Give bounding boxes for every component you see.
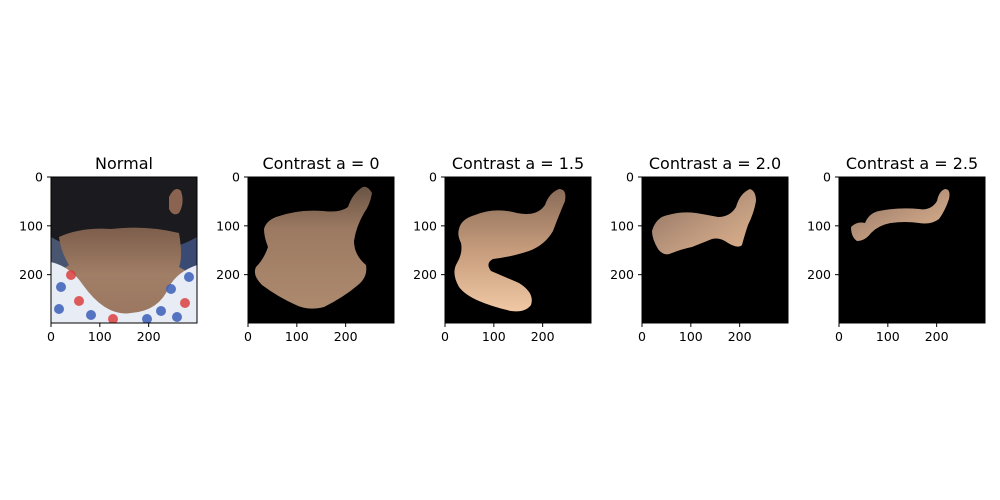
- shirt-pattern-spot: [166, 284, 176, 294]
- y-tick-label: 100: [807, 218, 831, 233]
- axes-frame: [641, 176, 789, 324]
- subplot-title: Contrast a = 2.0: [649, 154, 781, 173]
- y-tick-label: 0: [626, 170, 634, 185]
- subplot-2: Contrast a = 0 0 100 200 0 100 200: [216, 154, 395, 344]
- y-tick-label: 200: [216, 267, 240, 282]
- y-tick-label: 200: [610, 267, 634, 282]
- skin-mask: [254, 186, 372, 309]
- y-tick-label: 0: [35, 170, 43, 185]
- x-tick-label: 0: [835, 329, 843, 344]
- y-tick-label: 100: [19, 218, 43, 233]
- subplot-image: [445, 177, 591, 323]
- x-tick-label: 100: [285, 329, 309, 344]
- subplot-title: Normal: [95, 154, 153, 173]
- x-tick-label: 0: [244, 329, 252, 344]
- x-tick-label: 200: [137, 329, 161, 344]
- y-tick-label: 100: [610, 218, 634, 233]
- skin-mask: [652, 189, 756, 255]
- x-tick-label: 0: [638, 329, 646, 344]
- mask-background: [839, 177, 985, 323]
- x-tick-label: 200: [334, 329, 358, 344]
- x-tick-label: 200: [925, 329, 949, 344]
- shirt-pattern-spot: [142, 314, 152, 323]
- y-tick-label: 200: [19, 267, 43, 282]
- shirt-pattern-spot: [108, 314, 118, 323]
- shirt-pattern-spot: [56, 282, 66, 292]
- shirt-pattern-spot: [86, 310, 96, 320]
- y-tick-label: 0: [232, 170, 240, 185]
- subplot-image: [839, 177, 985, 323]
- subplot-title: Contrast a = 0: [262, 154, 379, 173]
- x-tick-label: 0: [441, 329, 449, 344]
- subplot-title: Contrast a = 1.5: [452, 154, 584, 173]
- subplot-image: [248, 177, 394, 323]
- x-tick-label: 200: [531, 329, 555, 344]
- x-tick-label: 100: [88, 329, 112, 344]
- axes-frame: [444, 176, 592, 324]
- shirt-pattern-spot: [156, 306, 166, 316]
- x-tick-label: 100: [482, 329, 506, 344]
- subplot-4: Contrast a = 2.0 0 100 200 0 100 200: [610, 154, 789, 344]
- ear-region: [169, 189, 183, 215]
- skin-mask: [851, 189, 950, 241]
- subplot-image: [642, 177, 788, 323]
- y-tick-label: 200: [807, 267, 831, 282]
- subplot-title: Contrast a = 2.5: [846, 154, 978, 173]
- shirt-pattern-spot: [66, 270, 76, 280]
- subplot-5: Contrast a = 2.5 0 100 200 0 100 200: [807, 154, 986, 344]
- x-tick-label: 100: [876, 329, 900, 344]
- y-tick-label: 0: [429, 170, 437, 185]
- shirt-pattern-spot: [54, 304, 64, 314]
- y-tick-label: 100: [413, 218, 437, 233]
- axes-frame: [247, 176, 395, 324]
- shirt-pattern-spot: [184, 272, 194, 282]
- axes-frame: [50, 176, 198, 324]
- shirt-pattern-spot: [74, 296, 84, 306]
- axes-frame: [838, 176, 986, 324]
- y-tick-label: 0: [823, 170, 831, 185]
- y-tick-label: 200: [413, 267, 437, 282]
- y-tick-label: 100: [216, 218, 240, 233]
- subplot-image: [51, 177, 197, 323]
- x-tick-label: 200: [728, 329, 752, 344]
- x-tick-label: 0: [47, 329, 55, 344]
- x-tick-label: 100: [679, 329, 703, 344]
- skin-mask: [454, 189, 566, 312]
- shirt-pattern-spot: [180, 298, 190, 308]
- shirt-pattern-spot: [172, 312, 182, 322]
- subplot-3: Contrast a = 1.5 0 100 200 0 100 200: [413, 154, 592, 344]
- subplot-1: Normal 0 100 200 0 100 200: [19, 154, 198, 344]
